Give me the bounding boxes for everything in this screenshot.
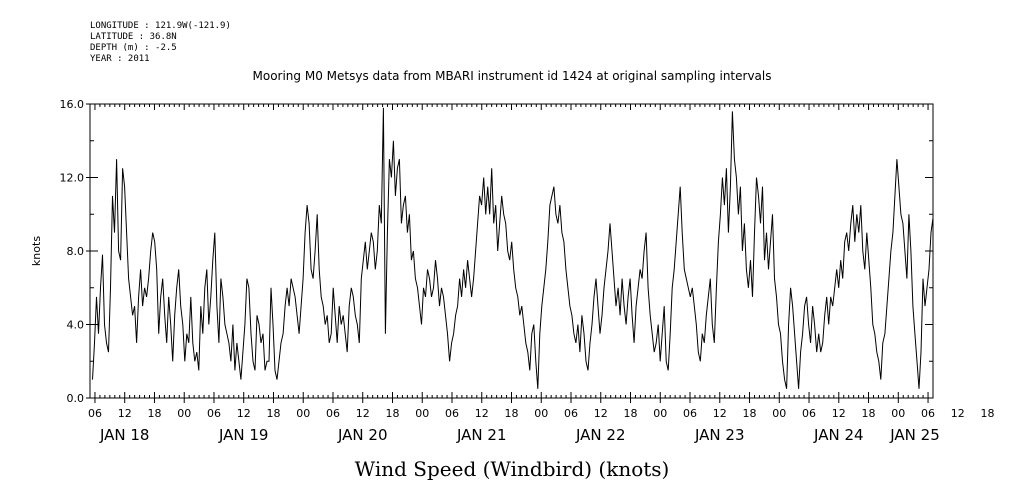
x-hour-label: 06 xyxy=(445,407,459,420)
x-hour-label: 00 xyxy=(415,407,429,420)
x-hour-label: 00 xyxy=(653,407,667,420)
x-hour-label: 06 xyxy=(207,407,221,420)
x-hour-label: 18 xyxy=(385,407,399,420)
year-text: YEAR : 2011 xyxy=(90,54,150,64)
x-hour-label: 06 xyxy=(683,407,697,420)
x-hour-label: 06 xyxy=(802,407,816,420)
x-hour-label: 18 xyxy=(743,407,757,420)
wind-speed-series-line xyxy=(92,107,934,389)
x-hour-label: 00 xyxy=(772,407,786,420)
x-day-label: JAN 25 xyxy=(889,426,940,444)
x-hour-label: 12 xyxy=(475,407,489,420)
y-tick-label: 0.0 xyxy=(67,392,85,405)
y-tick-label: 16.0 xyxy=(60,98,85,111)
longitude-text: LONGITUDE : 121.9W(-121.9) xyxy=(90,21,231,31)
x-day-label: JAN 24 xyxy=(813,426,864,444)
x-hour-label: 06 xyxy=(88,407,102,420)
x-hour-label: 12 xyxy=(951,407,965,420)
x-hour-label: 12 xyxy=(118,407,132,420)
x-hour-label: 00 xyxy=(534,407,548,420)
x-hour-label: 18 xyxy=(862,407,876,420)
x-day-labels: JAN 18 JAN 19 JAN 20 JAN 21 JAN 22 JAN 23 JAN … xyxy=(99,426,940,444)
x-day-label: JAN 22 xyxy=(575,426,626,444)
x-hour-label: 12 xyxy=(713,407,727,420)
x-hour-label: 06 xyxy=(564,407,578,420)
x-hour-label: 06 xyxy=(921,407,935,420)
x-hour-label: 12 xyxy=(832,407,846,420)
x-hour-label: 00 xyxy=(177,407,191,420)
x-hour-label: 12 xyxy=(356,407,370,420)
x-day-label: JAN 21 xyxy=(456,426,507,444)
x-hour-label: 18 xyxy=(624,407,638,420)
y-tick-label: 8.0 xyxy=(67,245,85,258)
x-hour-label: 12 xyxy=(237,407,251,420)
x-day-label: JAN 18 xyxy=(99,426,150,444)
x-day-label: JAN 19 xyxy=(218,426,269,444)
chart-title: Mooring M0 Metsys data from MBARI instru… xyxy=(253,69,772,83)
y-tick-labels: 0.0 4.0 8.0 12.0 16.0 xyxy=(60,98,85,405)
x-hour-label: 18 xyxy=(981,407,995,420)
x-hour-label: 00 xyxy=(296,407,310,420)
tick-marks xyxy=(86,103,934,403)
x-hour-label: 00 xyxy=(891,407,905,420)
y-tick-label: 4.0 xyxy=(67,319,85,332)
y-tick-label: 12.0 xyxy=(60,172,85,185)
x-day-label: JAN 20 xyxy=(337,426,388,444)
x-day-label: JAN 23 xyxy=(694,426,745,444)
depth-text: DEPTH (m) : -2.5 xyxy=(90,43,177,53)
x-axis-label: Wind Speed (Windbird) (knots) xyxy=(355,457,670,481)
plot-frame xyxy=(89,103,934,399)
x-hour-label: 18 xyxy=(505,407,519,420)
station-metadata: LONGITUDE : 121.9W(-121.9) LATITUDE : 36… xyxy=(90,21,231,65)
y-axis-label: knots xyxy=(30,236,43,266)
x-hour-label: 18 xyxy=(266,407,280,420)
x-hour-labels: 06 12 18 00 06 12 18 00 06 12 18 00 06 12 18 00 06 12 18 00… xyxy=(88,407,995,420)
x-hour-label: 12 xyxy=(594,407,608,420)
latitude-text: LATITUDE : 36.8N xyxy=(90,32,177,42)
x-hour-label: 06 xyxy=(326,407,340,420)
x-hour-label: 18 xyxy=(147,407,161,420)
